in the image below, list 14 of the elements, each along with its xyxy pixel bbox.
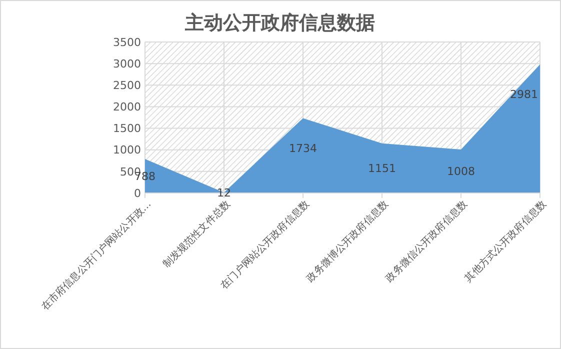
data-label: 1734 <box>289 142 317 156</box>
y-tick-label: 3000 <box>113 57 141 70</box>
data-label: 1008 <box>447 165 475 178</box>
y-tick-label: 2500 <box>113 78 141 92</box>
y-tick-label: 0 <box>134 186 141 200</box>
y-tick-label: 1500 <box>113 122 141 136</box>
y-tick-label: 1000 <box>113 144 141 157</box>
data-label: 1151 <box>368 162 396 176</box>
x-tick-label: 制发规范性文件总数 <box>160 198 233 270</box>
data-label: 2981 <box>510 88 538 102</box>
y-tick-label: 3500 <box>113 36 141 49</box>
x-tick-label: 在市府信息公开门户网站公开政… <box>39 198 154 313</box>
y-tick-label: 2000 <box>113 100 141 114</box>
chart-title: 主动公开政府信息数据 <box>184 12 375 34</box>
